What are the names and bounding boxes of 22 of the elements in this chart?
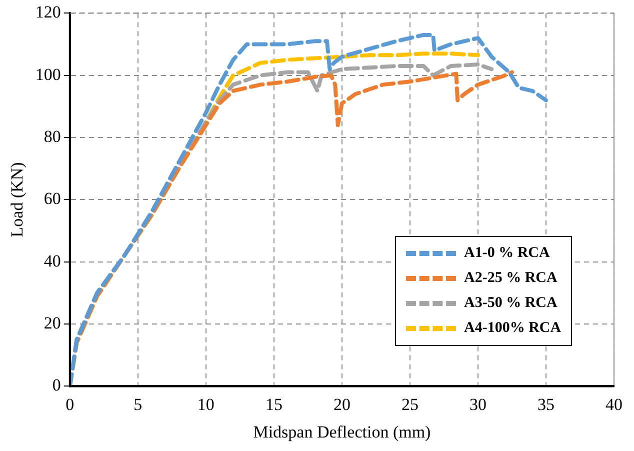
x-tick-label: 10 [197, 394, 214, 414]
x-tick-label: 35 [537, 394, 554, 414]
legend-label: A2-25 % RCA [464, 270, 558, 288]
y-tick-label: 120 [35, 2, 61, 22]
legend-label: A4-100% RCA [464, 320, 562, 338]
legend-label: A1-0 % RCA [464, 245, 550, 262]
y-tick-label: 100 [35, 64, 61, 84]
x-axis-title: Midspan Deflection (mm) [253, 422, 431, 442]
y-tick-label: 0 [52, 376, 61, 395]
x-tick-label: 30 [469, 394, 486, 414]
x-tick-label: 40 [606, 394, 622, 414]
legend-label: A3-50 % RCA [464, 295, 558, 312]
x-tick-label: 25 [401, 394, 418, 414]
y-tick-label: 40 [44, 251, 61, 270]
x-tick-label: 0 [66, 394, 74, 414]
y-tick-label: 60 [44, 189, 61, 208]
x-tick-label: 15 [265, 394, 282, 414]
y-tick-label: 20 [44, 314, 61, 332]
x-tick-label: 5 [134, 394, 142, 414]
x-tick-label: 20 [333, 394, 350, 414]
y-axis-title: Load (KN) [8, 162, 27, 238]
y-tick-label: 80 [44, 127, 61, 146]
